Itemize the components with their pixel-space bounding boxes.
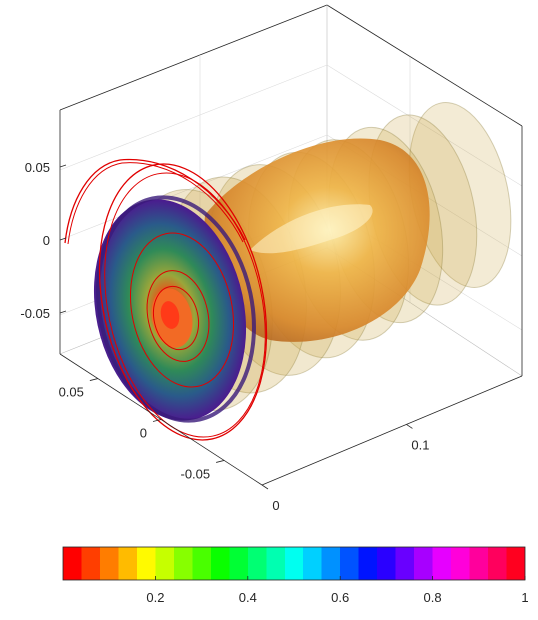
streamline (98, 163, 268, 441)
z-tick (261, 484, 269, 490)
streamline (146, 270, 210, 362)
colorbar-tick-label: 0.2 (146, 590, 164, 605)
colorbar-ticks: 0.2 0.4 0.6 0.8 1 (146, 576, 529, 605)
y-tick-label: 0.05 (25, 160, 50, 175)
x-tick (89, 378, 98, 381)
box-edge (59, 4, 328, 111)
x-tick (152, 419, 162, 422)
colorbar-tick-label: 0.6 (331, 590, 349, 605)
streamline (64, 158, 246, 244)
grid-line (59, 64, 328, 171)
streamlines (64, 158, 268, 441)
x-axis: 0.05 0 -0.05 (59, 378, 225, 481)
colorbar: 0.2 0.4 0.6 0.8 1 (62, 546, 529, 605)
z-tick (406, 424, 413, 429)
y-tick (59, 164, 67, 168)
box-edge (326, 4, 523, 127)
front-disk-center-hot (160, 301, 180, 329)
core-highlight (250, 204, 373, 254)
streamline (129, 232, 235, 388)
colorbar-bar (62, 546, 526, 581)
front-disk-rim (96, 195, 256, 423)
x-tick-label: 0 (140, 426, 147, 441)
y-tick-label: 0 (43, 233, 50, 248)
z-tick-label: 0.1 (411, 437, 429, 452)
front-disk (93, 195, 256, 423)
x-tick-label: 0.05 (59, 385, 84, 400)
y-tick (59, 310, 67, 314)
colorbar-tick-label: 1 (521, 590, 528, 605)
y-tick (59, 237, 67, 241)
grid-line (59, 134, 328, 241)
y-axis: 0.05 0 -0.05 (20, 160, 67, 321)
z-axis: 00.1 (261, 424, 429, 513)
colorbar-tick-label: 0.8 (424, 590, 442, 605)
streamline (104, 172, 266, 438)
z-tick-label: 0 (272, 498, 279, 513)
streamline (152, 285, 200, 351)
y-tick-label: -0.05 (20, 306, 50, 321)
streamline (67, 162, 244, 245)
x-tick (216, 460, 225, 463)
box-edge (261, 375, 523, 486)
x-tick-label: -0.05 (180, 466, 210, 481)
colorbar-tick-label: 0.4 (239, 590, 257, 605)
grid-line (326, 64, 523, 187)
